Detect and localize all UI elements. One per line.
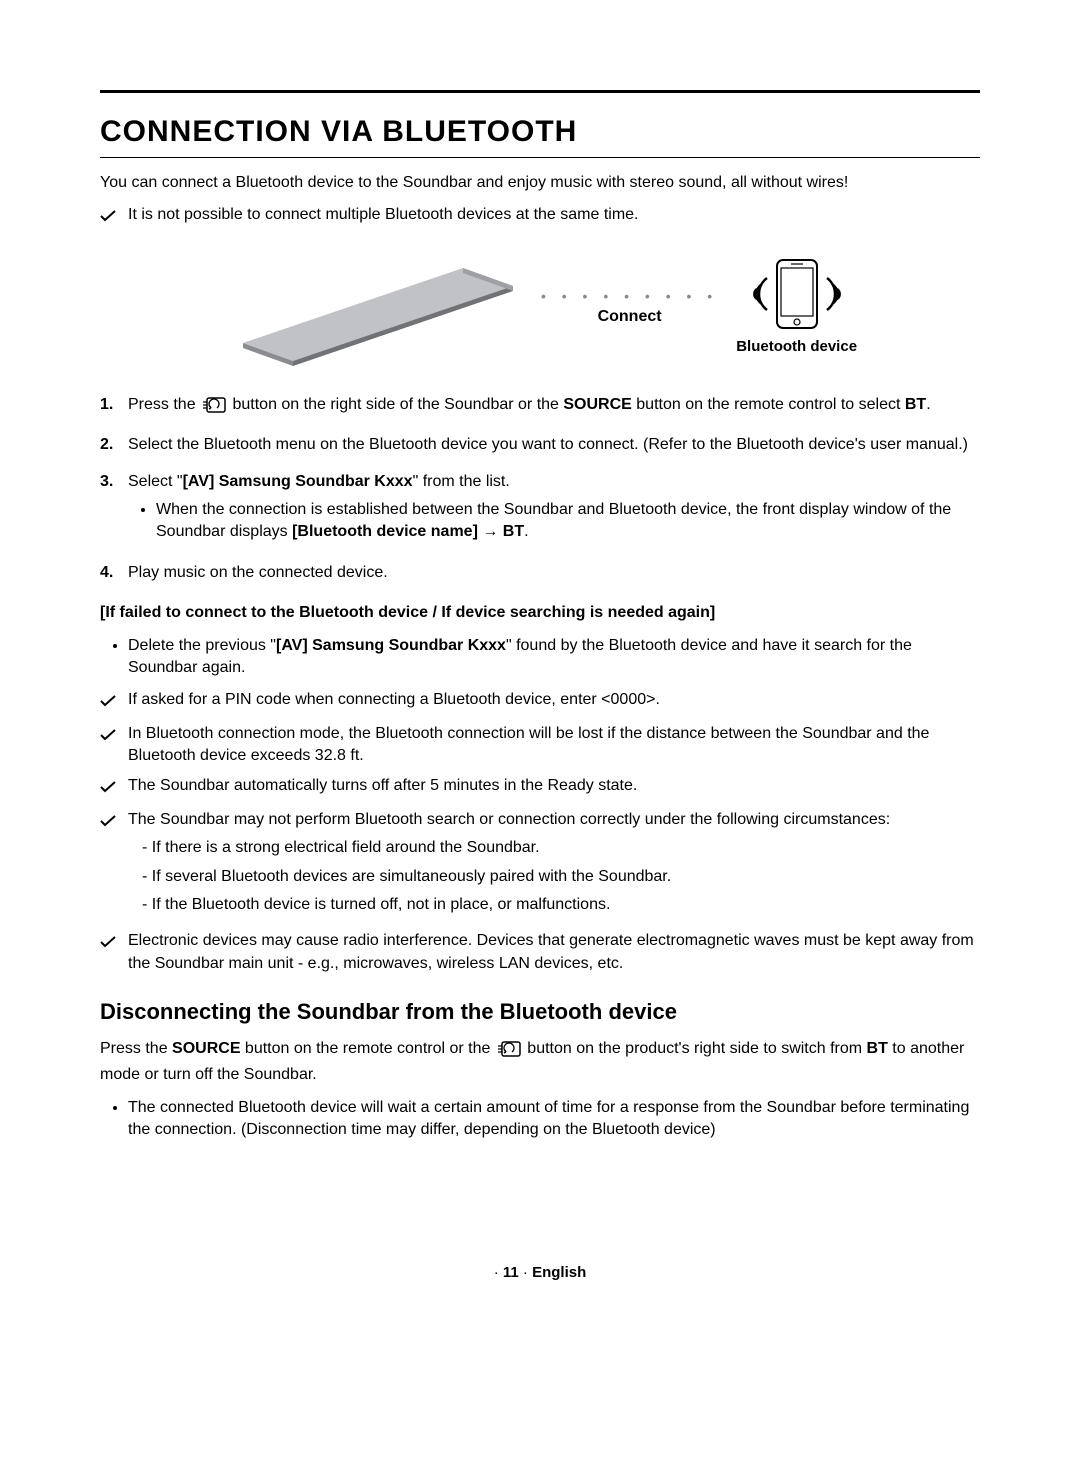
check-text: If asked for a PIN code when connecting … [128, 689, 980, 714]
subhead: Disconnecting the Soundbar from the Blue… [100, 997, 980, 1028]
check-icon [100, 723, 118, 768]
sub-bullet: The connected Bluetooth device will wait… [128, 1097, 980, 1142]
source-button-icon [202, 397, 226, 420]
check-item: Electronic devices may cause radio inter… [100, 930, 980, 975]
signal-right-icon [823, 270, 845, 318]
step-4-text: Play music on the connected device. [128, 562, 980, 584]
step-1-mid: button on the right side of the Soundbar… [228, 396, 563, 413]
check-text: The Soundbar may not perform Bluetooth s… [128, 809, 980, 923]
check-icon [100, 809, 118, 923]
source-button-icon [497, 1041, 521, 1064]
check-icon [100, 204, 118, 229]
check-icon [100, 689, 118, 714]
check-item: It is not possible to connect multiple B… [100, 204, 980, 229]
connection-diagram: • • • • • • • • • Connect Bluetooth devi… [100, 248, 980, 368]
signal-left-icon [749, 270, 771, 318]
check-text: In Bluetooth connection mode, the Blueto… [128, 723, 980, 768]
sub-dash-item: If there is a strong electrical field ar… [142, 837, 980, 859]
page-footer: · 11 · English [100, 1262, 980, 1283]
check-text: The Soundbar automatically turns off aft… [128, 775, 980, 800]
check-text: It is not possible to connect multiple B… [128, 204, 980, 229]
step-3-pre: Select " [128, 473, 183, 490]
sub-intro: Press the SOURCE button on the remote co… [100, 1038, 980, 1087]
phone-icon [775, 258, 819, 330]
sub-dash-item: If several Bluetooth devices are simulta… [142, 866, 980, 888]
bluetooth-device-label: Bluetooth device [736, 336, 857, 357]
sub-bullet-list: The connected Bluetooth device will wait… [100, 1097, 980, 1142]
step-1-bold1: SOURCE [563, 396, 631, 413]
fail-header: [If failed to connect to the Bluetooth d… [100, 602, 980, 624]
step-2: Select the Bluetooth menu on the Bluetoo… [100, 434, 980, 456]
connect-label: Connect [541, 306, 718, 328]
step-3: Select "[AV] Samsung Soundbar Kxxx" from… [100, 471, 980, 548]
check-icon [100, 930, 118, 975]
fail-bullet-list: Delete the previous "[AV] Samsung Soundb… [100, 635, 980, 680]
step-1: Press the button on the right side of th… [100, 394, 980, 420]
steps-list: Press the button on the right side of th… [100, 394, 980, 584]
step-2-text: Select the Bluetooth menu on the Bluetoo… [128, 434, 980, 456]
check-text: Electronic devices may cause radio inter… [128, 930, 980, 975]
check-icon [100, 775, 118, 800]
step-3-sub: When the connection is established betwe… [156, 499, 980, 544]
check-item: In Bluetooth connection mode, the Blueto… [100, 723, 980, 768]
step-1-pre: Press the [128, 396, 200, 413]
step-3-bold1: [AV] Samsung Soundbar Kxxx [183, 473, 413, 490]
intro-check-list: It is not possible to connect multiple B… [100, 204, 980, 229]
step-3-post1: " from the list. [413, 473, 510, 490]
sub-dash-list: If there is a strong electrical field ar… [128, 837, 980, 916]
check-item: The Soundbar automatically turns off aft… [100, 775, 980, 800]
sub-dash-item: If the Bluetooth device is turned off, n… [142, 894, 980, 916]
step-1-post1: button on the remote control to select [632, 396, 905, 413]
intro-text: You can connect a Bluetooth device to th… [100, 172, 980, 194]
step-1-bold2: BT [905, 396, 926, 413]
check-item: The Soundbar may not perform Bluetooth s… [100, 809, 980, 923]
connect-block: • • • • • • • • • Connect [541, 287, 718, 329]
page-title: Connection via Bluetooth [100, 111, 980, 158]
top-rule [100, 90, 980, 93]
step-1-post2: . [926, 396, 930, 413]
step-3-sub-list: When the connection is established betwe… [128, 499, 980, 544]
notes-check-list: If asked for a PIN code when connecting … [100, 689, 980, 975]
connection-dots: • • • • • • • • • [541, 287, 718, 307]
soundbar-illustration [223, 248, 523, 368]
fail-bullet: Delete the previous "[AV] Samsung Soundb… [128, 635, 980, 680]
check-item: If asked for a PIN code when connecting … [100, 689, 980, 714]
phone-block: Bluetooth device [736, 258, 857, 357]
step-4: Play music on the connected device. [100, 562, 980, 584]
